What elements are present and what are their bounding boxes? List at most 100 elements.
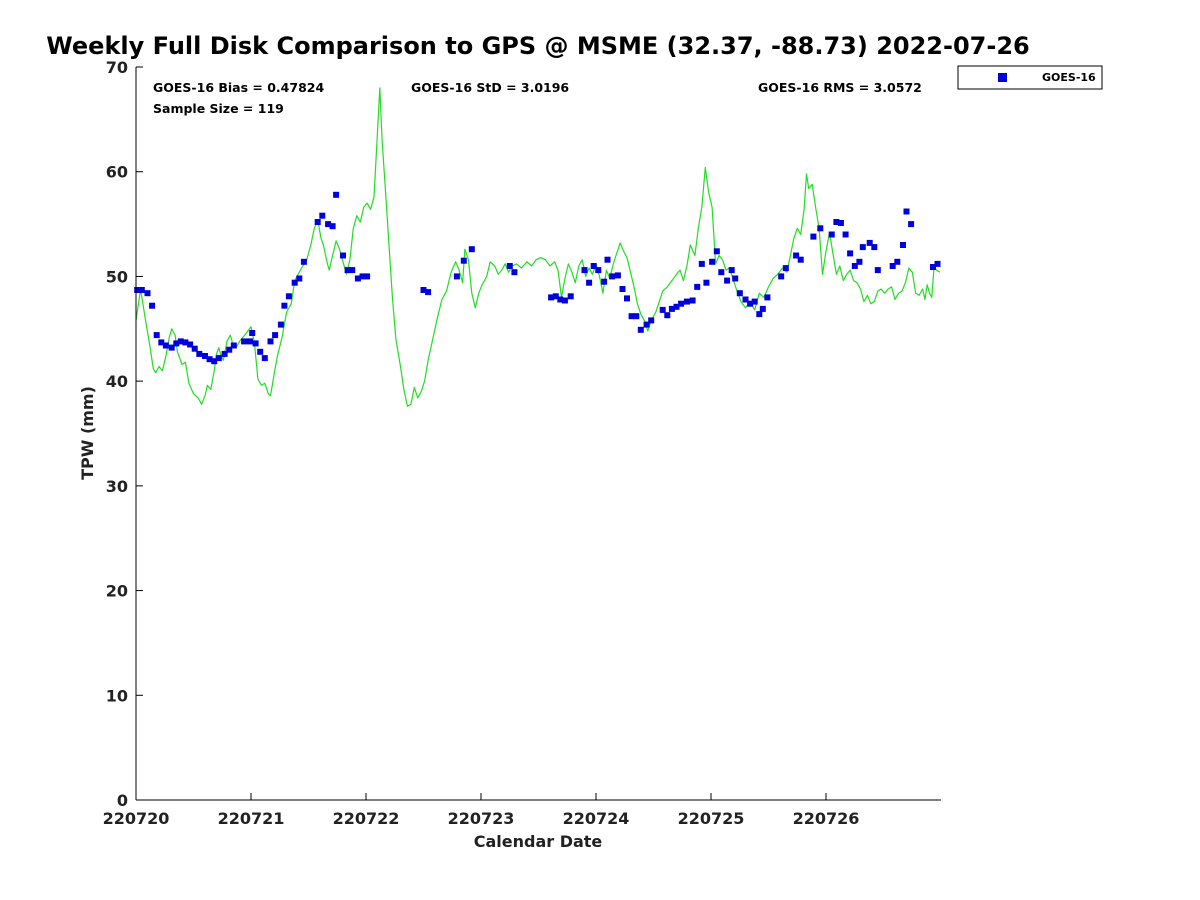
goes-point xyxy=(325,221,332,228)
goes-point xyxy=(694,283,701,290)
goes-point xyxy=(614,272,621,279)
goes-point xyxy=(329,223,336,230)
goes-point xyxy=(837,220,844,226)
x-tick-label: 220725 xyxy=(678,809,745,828)
goes-point xyxy=(659,306,666,313)
gps-line xyxy=(135,87,941,407)
y-tick-label: 40 xyxy=(106,372,128,391)
axes: 0 10 20 30 40 50 60 70 220720 220721 220722 220723 2… xyxy=(103,58,941,828)
bias-stat: GOES-16 Bias = 0.47824 xyxy=(153,80,324,95)
goes-point xyxy=(261,355,268,362)
goes-point xyxy=(349,267,356,274)
goes-point xyxy=(856,258,863,265)
goes-point xyxy=(552,293,559,300)
y-tick-label: 50 xyxy=(106,267,128,286)
goes-point xyxy=(138,287,145,293)
goes-point xyxy=(191,345,198,352)
goes-point xyxy=(285,293,292,300)
goes-point xyxy=(764,294,771,301)
rms-stat: GOES-16 RMS = 3.0572 xyxy=(758,80,922,95)
goes-point xyxy=(364,273,371,280)
goes-point xyxy=(713,248,720,255)
goes-point xyxy=(149,302,156,309)
goes-point xyxy=(182,339,189,346)
legend-box xyxy=(957,65,1103,90)
std-stat: GOES-16 StD = 3.0196 xyxy=(411,80,569,95)
goes-point xyxy=(590,263,597,269)
goes-point xyxy=(314,219,321,225)
goes-point xyxy=(453,273,460,280)
goes-point xyxy=(567,293,574,300)
goes-point xyxy=(648,317,655,324)
goes-point xyxy=(703,279,710,286)
goes-point xyxy=(511,269,518,276)
x-tick-label: 220721 xyxy=(218,809,285,828)
goes-point xyxy=(144,290,151,297)
x-tick-label: 220722 xyxy=(333,809,400,828)
goes-point xyxy=(168,344,175,351)
goes-point xyxy=(581,267,588,274)
goes-point xyxy=(859,244,866,251)
goes-point xyxy=(162,342,169,349)
goes-point xyxy=(333,191,340,198)
y-tick-label: 70 xyxy=(106,58,128,77)
goes-point xyxy=(637,326,644,333)
goes-point xyxy=(866,239,873,246)
goes-point xyxy=(468,246,475,253)
goes-point xyxy=(246,338,253,345)
goes-point xyxy=(833,219,840,225)
goes-point xyxy=(173,340,180,347)
goes-point xyxy=(506,263,513,269)
goes-point xyxy=(548,294,555,301)
x-tick-label: 220723 xyxy=(448,809,515,828)
legend: GOES-16 xyxy=(957,65,1103,90)
goes-point xyxy=(793,252,800,259)
goes-point xyxy=(724,277,731,284)
chart-title: Weekly Full Disk Comparison to GPS @ MSM… xyxy=(46,32,1029,60)
x-axis-label: Calendar Date xyxy=(474,832,603,851)
goes-point xyxy=(673,303,680,310)
goes-point xyxy=(689,297,696,304)
legend-label: GOES-16 xyxy=(1042,71,1096,84)
goes-point xyxy=(319,212,326,219)
goes-point xyxy=(272,332,279,339)
y-tick-label: 0 xyxy=(117,791,128,810)
goes-point xyxy=(420,287,427,293)
goes-point xyxy=(828,231,835,238)
goes-point xyxy=(698,260,705,267)
goes-point xyxy=(226,346,233,353)
goes-point xyxy=(601,278,608,285)
goes-point xyxy=(586,279,593,286)
goes-point xyxy=(751,298,758,305)
goes-point xyxy=(756,311,763,318)
goes-point xyxy=(595,267,602,274)
goes-point xyxy=(249,330,256,336)
goes-point xyxy=(718,269,725,276)
goes-point xyxy=(604,256,611,263)
y-tick-label: 10 xyxy=(106,686,128,705)
x-tick-label: 220724 xyxy=(563,809,630,828)
goes-point xyxy=(908,221,915,228)
goes-series xyxy=(134,191,941,365)
goes-point xyxy=(277,321,284,328)
goes-point xyxy=(628,313,635,320)
goes-point xyxy=(241,338,248,345)
goes-point xyxy=(742,296,749,303)
goes-point xyxy=(177,338,184,345)
goes-point xyxy=(187,341,194,348)
goes-point xyxy=(683,298,690,305)
goes-point xyxy=(847,250,854,257)
goes-point xyxy=(778,273,785,280)
goes-point xyxy=(736,290,743,297)
goes-point xyxy=(230,342,237,349)
y-tick-label: 20 xyxy=(106,582,128,601)
goes-point xyxy=(728,267,735,274)
goes-point xyxy=(619,286,626,292)
goes-point xyxy=(344,267,351,274)
goes-point xyxy=(134,287,141,293)
goes-point xyxy=(874,267,881,274)
goes-point xyxy=(810,233,817,240)
goes-point xyxy=(158,339,165,346)
goes-point xyxy=(291,279,298,286)
y-tick-label: 60 xyxy=(106,163,128,182)
